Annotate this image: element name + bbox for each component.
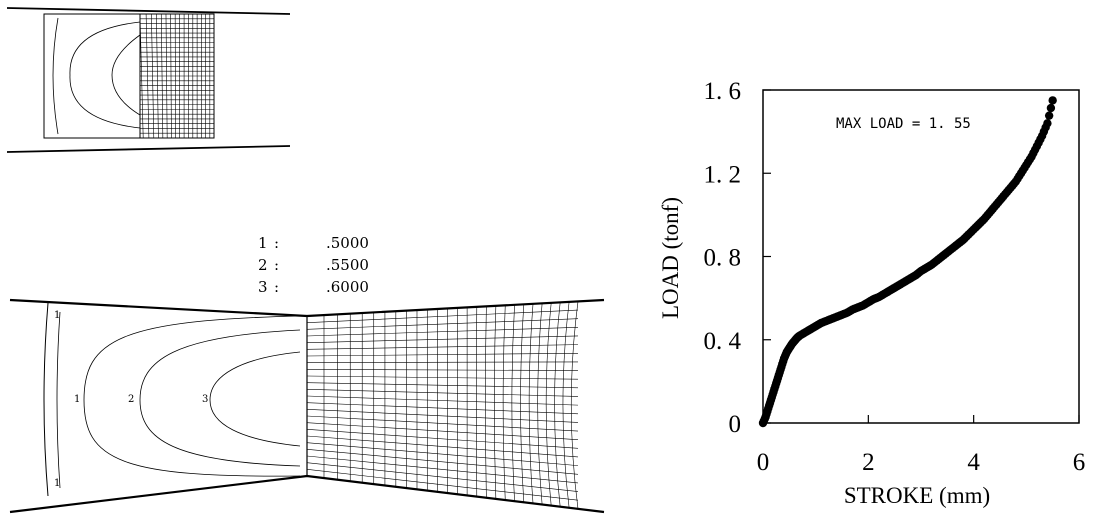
x-ticks: 0 2 4 6 [757, 415, 1086, 476]
y-tick-label: 0. 4 [704, 328, 742, 355]
mesh-line [306, 402, 579, 415]
legend-value-1: .5000 [326, 234, 369, 252]
mesh-line [306, 352, 579, 357]
y-axis-label: LOAD (tonf) [658, 197, 683, 319]
mesh-line [306, 327, 579, 337]
contour-line [209, 351, 301, 447]
mesh-line [306, 422, 579, 440]
x-tick-label: 4 [967, 449, 980, 476]
max-load-annotation: MAX LOAD = 1. 55 [836, 116, 971, 132]
mesh-line [306, 395, 579, 406]
mesh-line [306, 462, 579, 492]
die-bottom-line [6, 145, 291, 153]
die-bottom-line [9, 474, 605, 514]
mesh-line [306, 409, 579, 423]
mesh-line [306, 442, 579, 466]
mesh-line [306, 449, 579, 475]
x-tick-label: 2 [862, 449, 875, 476]
mesh-line [306, 344, 579, 350]
mesh-line [306, 389, 579, 397]
mesh-line [306, 301, 579, 317]
small-deformation-diagram [6, 7, 291, 153]
contour-label: 3 [202, 394, 208, 405]
contour-line [111, 34, 141, 116]
mesh-line [306, 455, 579, 484]
x-tick-label: 0 [757, 449, 770, 476]
small-mesh-grid [139, 13, 215, 139]
y-tick-label: 1. 6 [704, 78, 742, 105]
data-point [1048, 96, 1057, 105]
die-top-line [6, 7, 291, 15]
mesh-line [306, 435, 579, 458]
mesh-line [306, 415, 579, 432]
mesh-line [306, 361, 579, 363]
contour-line [69, 21, 141, 129]
mesh-line [306, 375, 579, 380]
contour-label: 1 [54, 310, 60, 321]
data-point-fill [1044, 111, 1054, 120]
contour-line [139, 329, 301, 467]
y-tick-label: 1. 2 [704, 161, 742, 188]
y-tick-label: 0 [729, 411, 742, 438]
die-top-line [9, 298, 605, 318]
large-deformation-diagram: 1 1 2 3 1 [9, 298, 605, 514]
contour-line [52, 17, 59, 135]
legend-sep-1: : [274, 234, 279, 252]
contour-label: 2 [128, 394, 134, 405]
x-axis-label: STROKE (mm) [844, 483, 990, 508]
y-tick-label: 0. 8 [704, 245, 742, 272]
mesh-line [306, 382, 579, 389]
mesh-line [306, 475, 579, 510]
billet-left-edge [43, 302, 49, 497]
mesh-line [306, 429, 579, 449]
legend-sep-3: : [274, 278, 279, 296]
legend-value-2: .5500 [326, 256, 369, 274]
legend-value-3: .6000 [326, 278, 369, 296]
contour-line [83, 315, 301, 477]
contour-label: 1 [54, 478, 60, 489]
legend-id-1: 1 [258, 234, 268, 252]
mesh-line [306, 318, 579, 330]
x-tick-label: 6 [1073, 449, 1086, 476]
contour-legend: 1 : .5000 2 : .5500 3 : .6000 [258, 234, 369, 296]
large-mesh-grid [306, 301, 579, 510]
legend-sep-2: : [274, 256, 279, 274]
y-ticks: 0 0. 4 0. 8 1. 2 1. 6 [704, 78, 771, 438]
legend-id-2: 2 [258, 256, 268, 274]
mesh-line [306, 369, 579, 371]
mesh-line [306, 335, 579, 343]
mesh-line [306, 469, 579, 501]
plot-frame [762, 89, 1080, 424]
legend-id-3: 3 [258, 278, 268, 296]
data-point [1043, 119, 1052, 128]
data-series [758, 96, 1057, 428]
contour-label: 1 [74, 394, 80, 405]
contour-line [56, 311, 61, 489]
data-point-fill [1046, 103, 1056, 113]
mesh-line [306, 309, 579, 323]
